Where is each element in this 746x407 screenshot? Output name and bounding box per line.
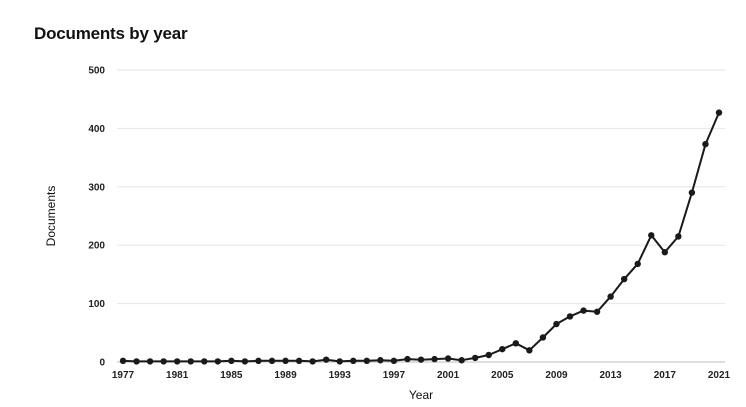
x-tick-label: 1977: [112, 370, 135, 381]
data-point: [431, 355, 438, 363]
data-point: [255, 357, 262, 365]
y-tick-label: 200: [88, 241, 105, 252]
data-point: [187, 358, 194, 365]
data-point: [471, 354, 479, 362]
y-axis-ticks: 0 100 200 300 400 500: [88, 66, 105, 369]
data-point: [241, 358, 249, 365]
data-point: [444, 355, 452, 362]
y-tick-label: 500: [88, 66, 105, 77]
data-point: [593, 308, 601, 315]
data-point: [404, 355, 411, 363]
chart-title: Documents by year: [34, 24, 188, 43]
data-point: [390, 357, 398, 365]
data-point: [499, 345, 506, 353]
x-axis-ticks: 1977 1981 1985 1989 1993 1997 2001 2005 2009 2013…: [112, 370, 731, 381]
data-point: [702, 140, 709, 148]
data-point: [268, 357, 276, 365]
y-tick-label: 400: [88, 124, 105, 135]
data-point: [417, 356, 425, 363]
data-point: [322, 356, 330, 363]
data-point: [539, 334, 547, 341]
y-axis-label: Documents: [44, 186, 58, 247]
data-point: [336, 358, 343, 365]
data-point: [228, 357, 235, 365]
data-point: [675, 233, 682, 240]
series-line: [122, 112, 720, 363]
x-tick-label: 2001: [437, 370, 460, 381]
data-point: [350, 357, 357, 365]
y-tick-label: 100: [88, 299, 105, 310]
data-point: [119, 357, 127, 365]
data-point: [282, 357, 289, 365]
data-point: [214, 358, 222, 365]
data-point: [458, 357, 465, 364]
data-point: [309, 358, 316, 365]
data-point: [201, 358, 208, 365]
data-point: [173, 358, 181, 365]
data-point: [295, 357, 303, 365]
data-point: [715, 109, 723, 116]
x-tick-label: 2017: [654, 370, 677, 381]
x-tick-label: 2005: [491, 370, 514, 381]
x-tick-label: 1981: [166, 370, 189, 381]
y-tick-label: 0: [99, 358, 105, 369]
data-point: [526, 347, 533, 354]
data-point: [661, 249, 669, 256]
data-point: [620, 275, 628, 283]
x-tick-label: 1989: [274, 370, 297, 381]
data-point: [377, 357, 384, 364]
x-tick-label: 1997: [383, 370, 406, 381]
data-point: [133, 358, 140, 365]
data-point: [512, 340, 520, 347]
data-point: [607, 293, 614, 300]
data-point: [634, 260, 641, 268]
gridlines: [117, 69, 725, 363]
x-tick-label: 1993: [329, 370, 352, 381]
data-point: [688, 189, 696, 196]
x-tick-label: 2009: [545, 370, 568, 381]
data-point: [648, 232, 655, 239]
series-points: [119, 109, 723, 365]
data-point: [553, 320, 560, 328]
data-point: [485, 351, 492, 359]
x-axis-label: Year: [409, 388, 433, 402]
data-point: [363, 357, 371, 365]
x-tick-label: 1985: [220, 370, 243, 381]
x-tick-label: 2021: [708, 370, 731, 381]
x-tick-label: 2013: [600, 370, 623, 381]
data-point: [580, 307, 587, 314]
data-point: [146, 358, 154, 365]
data-point: [566, 313, 574, 320]
data-point: [160, 358, 167, 365]
y-tick-label: 300: [88, 182, 105, 193]
